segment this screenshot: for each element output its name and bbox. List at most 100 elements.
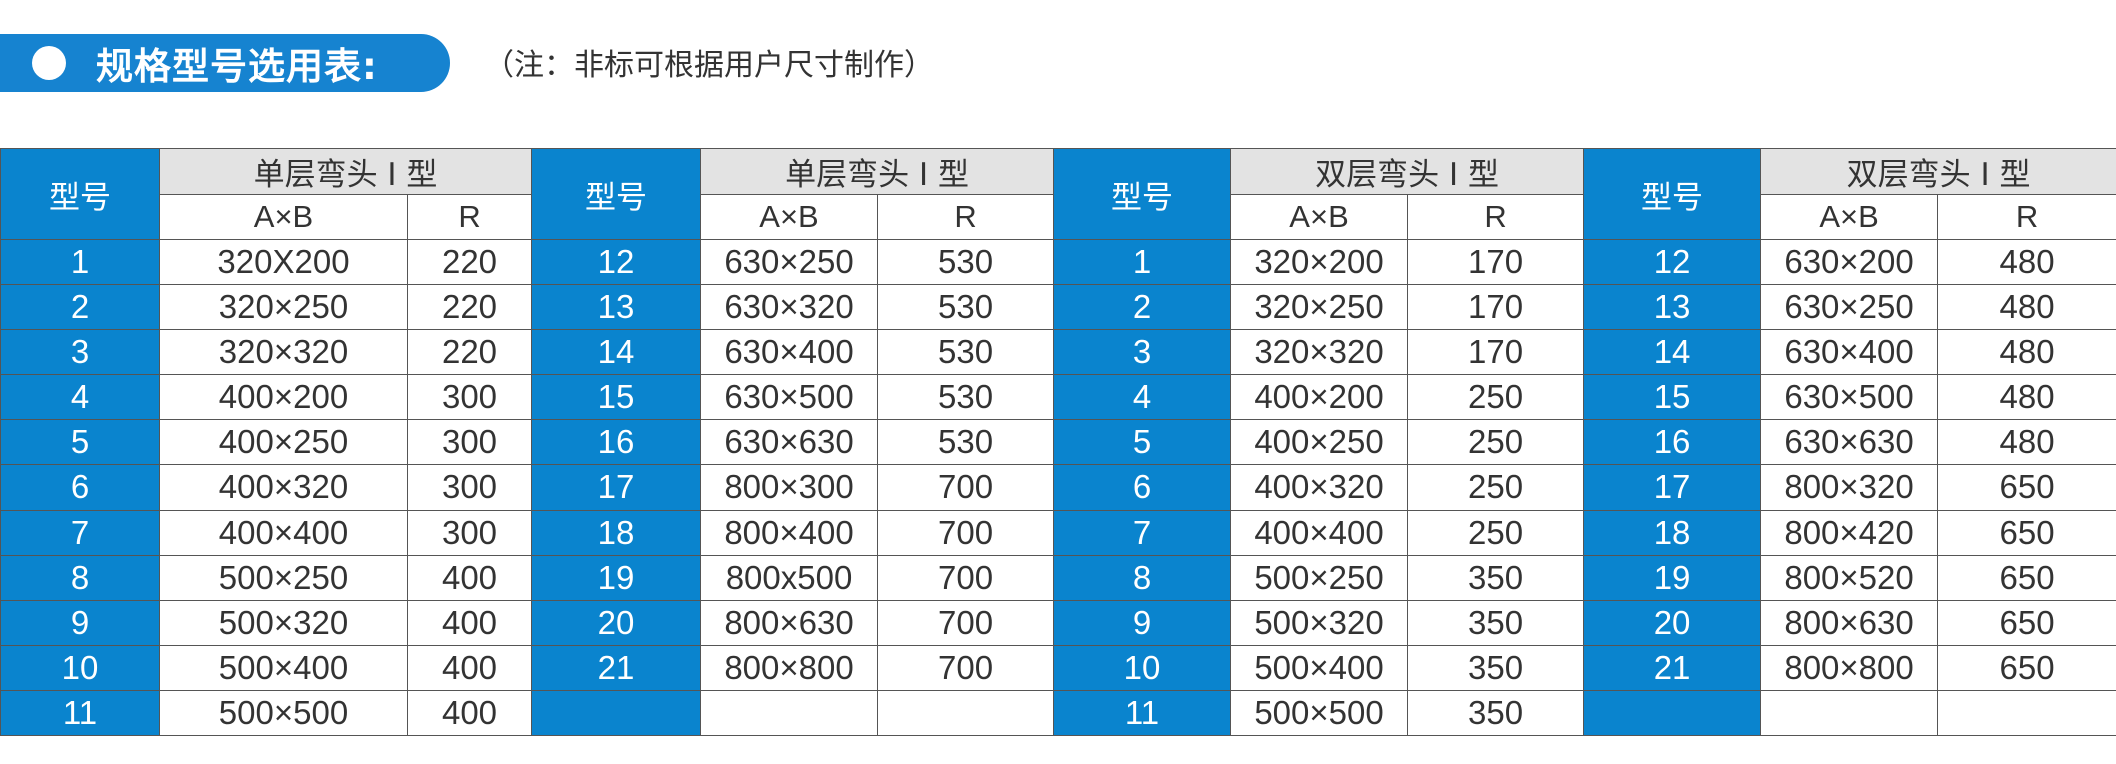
dimension-ab-cell: 800×800 <box>1760 644 1939 691</box>
dimension-ab-cell: 400×200 <box>1230 374 1409 421</box>
group-title: 单层弯头 I 型 <box>158 147 533 196</box>
column-header-ab: A×B <box>159 194 408 241</box>
radius-r-cell: 530 <box>877 374 1055 421</box>
column-header-r: R <box>1407 194 1585 241</box>
model-number-cell: 11 <box>1053 689 1232 737</box>
radius-r-cell: 480 <box>1937 239 2116 286</box>
table-row: 11 500×500 400 11 500×500 350 <box>0 689 2116 737</box>
table-group-header-row: 型号 单层弯头 I 型 型号 单层弯头 I 型 型号 双层弯头 I 型 型号 双… <box>0 147 2116 241</box>
model-number-cell: 3 <box>0 329 160 376</box>
radius-r-cell: 400 <box>406 599 533 646</box>
dimension-ab-cell <box>700 689 879 737</box>
title-banner: 规格型号选用表: <box>0 34 450 92</box>
dimension-ab-cell <box>1760 689 1939 737</box>
radius-r-cell: 480 <box>1937 284 2116 331</box>
radius-r-cell: 350 <box>1407 644 1585 691</box>
dimension-ab-cell: 320×250 <box>1230 284 1409 331</box>
radius-r-cell: 530 <box>877 239 1055 286</box>
model-number-cell: 7 <box>0 509 160 556</box>
table-subheader-row: A×B R A×B R A×B R A×B R <box>1 194 2116 241</box>
radius-r-cell: 350 <box>1407 599 1585 646</box>
table-row: 5 400×250 300 16 630×630 530 5 400×250 250 16 630×… <box>0 419 2116 466</box>
radius-r-cell: 300 <box>406 419 533 466</box>
radius-r-cell: 170 <box>1407 239 1585 286</box>
model-number-cell: 13 <box>1583 284 1762 331</box>
dimension-ab-cell: 320×320 <box>159 329 408 376</box>
radius-r-cell: 700 <box>877 554 1055 601</box>
column-header-ab: A×B <box>700 194 879 241</box>
model-number-cell: 5 <box>1053 419 1232 466</box>
dimension-ab-cell: 630×400 <box>700 329 879 376</box>
dimension-ab-cell: 500×400 <box>159 644 408 691</box>
dimension-ab-cell: 500×250 <box>1230 554 1409 601</box>
radius-r-cell: 350 <box>1407 554 1585 601</box>
model-number-cell: 6 <box>1053 464 1232 511</box>
model-number-cell: 15 <box>1583 374 1762 421</box>
group-title: 双层弯头 I 型 <box>1760 147 2116 196</box>
model-number-cell: 12 <box>531 239 702 286</box>
model-number-cell: 3 <box>1053 329 1232 376</box>
radius-r-cell: 400 <box>406 554 533 601</box>
radius-r-cell: 250 <box>1407 374 1585 421</box>
model-number-cell: 16 <box>531 419 702 466</box>
dimension-ab-cell: 630×250 <box>1760 284 1939 331</box>
model-number-cell: 10 <box>0 644 160 691</box>
radius-r-cell: 700 <box>877 509 1055 556</box>
model-number-cell: 6 <box>0 464 160 511</box>
dimension-ab-cell: 630×200 <box>1760 239 1939 286</box>
radius-r-cell: 700 <box>877 599 1055 646</box>
table-row: 2 320×250 220 13 630×320 530 2 320×250 170 13 630×… <box>0 284 2116 331</box>
dimension-ab-cell: 800×630 <box>700 599 879 646</box>
table-row: 9 500×320 400 20 800×630 700 9 500×320 350 20 800×… <box>0 599 2116 646</box>
dimension-ab-cell: 500×320 <box>159 599 408 646</box>
model-number-cell: 19 <box>1583 554 1762 601</box>
radius-r-cell: 650 <box>1937 599 2116 646</box>
model-number-cell: 2 <box>1053 284 1232 331</box>
model-number-cell: 12 <box>1583 239 1762 286</box>
radius-r-cell: 530 <box>877 329 1055 376</box>
dimension-ab-cell: 630×630 <box>700 419 879 466</box>
model-number-cell: 9 <box>1053 599 1232 646</box>
column-header-model: 型号 <box>0 147 160 241</box>
dimension-ab-cell: 500×400 <box>1230 644 1409 691</box>
dimension-ab-cell: 500×250 <box>159 554 408 601</box>
model-number-cell: 15 <box>531 374 702 421</box>
dimension-ab-cell: 400×200 <box>159 374 408 421</box>
dimension-ab-cell: 400×400 <box>1230 509 1409 556</box>
radius-r-cell: 480 <box>1937 374 2116 421</box>
column-header-r: R <box>877 194 1055 241</box>
column-header-ab: A×B <box>1760 194 1939 241</box>
radius-r-cell: 650 <box>1937 554 2116 601</box>
model-number-cell: 1 <box>1053 239 1232 286</box>
radius-r-cell: 650 <box>1937 464 2116 511</box>
column-header-model: 型号 <box>531 147 702 241</box>
dimension-ab-cell: 320×320 <box>1230 329 1409 376</box>
page-title: 规格型号选用表: <box>96 45 378 88</box>
dimension-ab-cell: 400×250 <box>1230 419 1409 466</box>
model-number-cell: 20 <box>531 599 702 646</box>
model-number-cell <box>1583 689 1762 737</box>
dimension-ab-cell: 500×500 <box>1230 689 1409 737</box>
model-number-cell: 13 <box>531 284 702 331</box>
model-number-cell: 18 <box>531 509 702 556</box>
radius-r-cell: 170 <box>1407 329 1585 376</box>
dimension-ab-cell: 500×500 <box>159 689 408 737</box>
radius-r-cell: 530 <box>877 419 1055 466</box>
radius-r-cell: 480 <box>1937 329 2116 376</box>
dimension-ab-cell: 800×630 <box>1760 599 1939 646</box>
dimension-ab-cell: 800×520 <box>1760 554 1939 601</box>
model-number-cell: 8 <box>1053 554 1232 601</box>
radius-r-cell: 300 <box>406 464 533 511</box>
dimension-ab-cell: 400×250 <box>159 419 408 466</box>
radius-r-cell <box>877 689 1055 737</box>
radius-r-cell: 220 <box>406 239 533 286</box>
radius-r-cell: 220 <box>406 284 533 331</box>
dimension-ab-cell: 800×300 <box>700 464 879 511</box>
model-number-cell: 14 <box>1583 329 1762 376</box>
dimension-ab-cell: 630×500 <box>1760 374 1939 421</box>
column-header-model: 型号 <box>1053 147 1232 241</box>
dimension-ab-cell: 400×400 <box>159 509 408 556</box>
dimension-ab-cell: 320X200 <box>159 239 408 286</box>
model-number-cell <box>531 689 702 737</box>
model-number-cell: 14 <box>531 329 702 376</box>
